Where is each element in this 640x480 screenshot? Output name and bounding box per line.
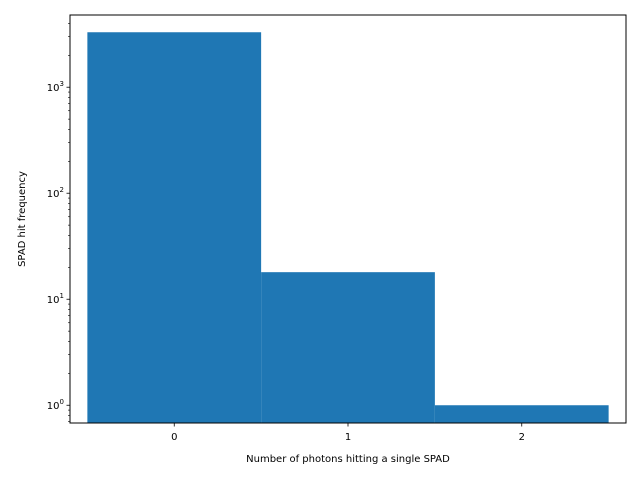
y-tick-label: 103 <box>47 80 64 94</box>
bar-1 <box>261 272 435 423</box>
x-axis-label: Number of photons hitting a single SPAD <box>246 454 450 465</box>
y-tick-label: 100 <box>47 398 64 412</box>
y-axis-label: SPAD hit frequency <box>17 171 28 267</box>
plot-frame <box>69 14 627 424</box>
bar-2 <box>434 405 609 423</box>
y-tick-label: 102 <box>47 186 64 200</box>
bars-group <box>87 32 609 423</box>
bar-0 <box>87 32 262 423</box>
x-tick-label: 2 <box>519 432 525 443</box>
x-tick-label: 1 <box>345 432 351 443</box>
y-tick-label: 101 <box>47 292 64 306</box>
x-tick-label: 0 <box>171 432 177 443</box>
x-axis-ticks: 0 1 2 <box>171 423 525 443</box>
y-axis-ticks: 100 101 102 103 <box>47 23 70 422</box>
